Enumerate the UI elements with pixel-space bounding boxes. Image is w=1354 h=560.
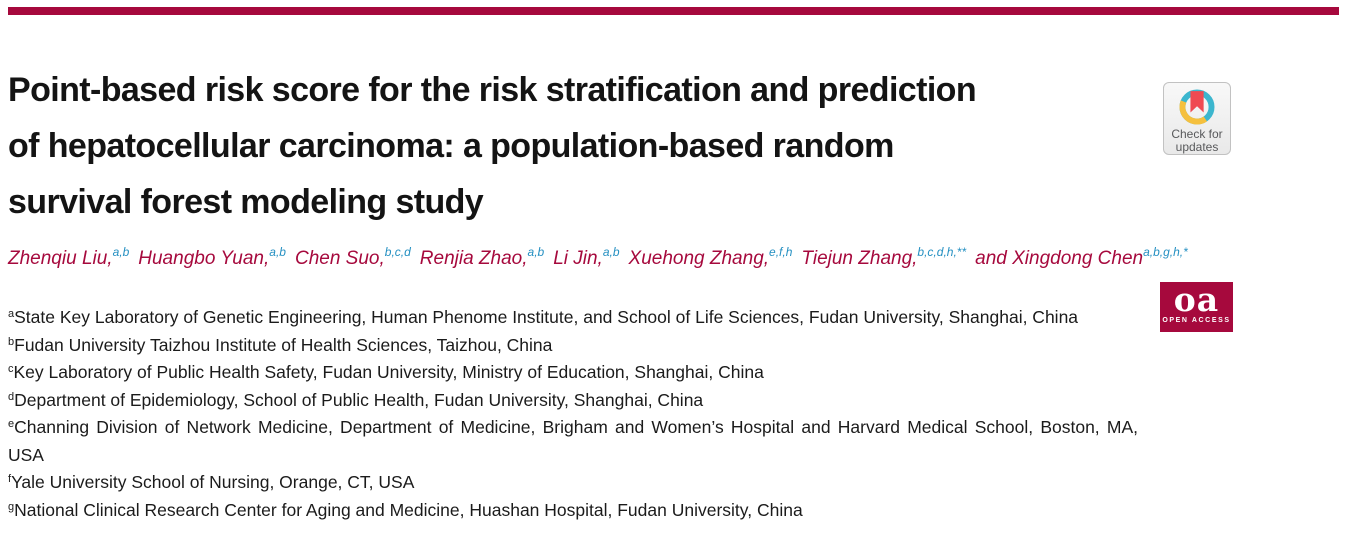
affiliation-item: aState Key Laboratory of Genetic Enginee…: [8, 304, 1138, 332]
title-line-3: survival forest modeling study: [8, 183, 484, 221]
open-access-badge: oa OPEN ACCESS: [1160, 282, 1233, 332]
author-affiliation-sup: a,b: [112, 244, 130, 259]
affiliation-text: Department of Epidemiology, School of Pu…: [14, 389, 704, 410]
author-name: Tiejun Zhang,: [801, 248, 918, 269]
open-access-label: OPEN ACCESS: [1162, 317, 1231, 324]
article-title: Point-based risk score for the risk stra…: [8, 62, 1153, 230]
author: Tiejun Zhang,b,c,d,h,**: [801, 244, 973, 269]
open-access-abbr: oa: [1173, 280, 1220, 319]
title-line-1: Point-based risk score for the risk stra…: [8, 71, 977, 109]
affiliation-sup: f: [8, 473, 12, 486]
author-name: and Xingdong Chen: [975, 248, 1144, 269]
author-affiliation-sup: b,c,d: [384, 244, 411, 259]
check-for-updates-label: Check for updates: [1171, 128, 1222, 154]
title-line-2: of hepatocellular carcinoma: a populatio…: [8, 127, 894, 165]
affiliation-text: Yale University School of Nursing, Orang…: [11, 472, 415, 492]
check-for-updates-badge[interactable]: Check for updates: [1163, 82, 1231, 155]
author-affiliation-sup: a,b: [527, 244, 545, 259]
author: Huangbo Yuan,a,b: [138, 244, 293, 269]
affiliation-text: Channing Division of Network Medicine, D…: [8, 417, 1138, 465]
author-list: Zhenqiu Liu,a,b Huangbo Yuan,a,b Chen Suo,…: [8, 244, 1208, 270]
affiliation-item: dDepartment of Epidemiology, School of P…: [8, 387, 1138, 415]
author-name: Li Jin,: [553, 248, 603, 269]
affiliation-sup: a: [8, 308, 15, 321]
affiliation-item: bFudan University Taizhou Institute of H…: [8, 332, 1138, 360]
affiliation-sup: e: [8, 418, 15, 431]
affiliation-item: cKey Laboratory of Public Health Safety,…: [8, 359, 1138, 387]
author-name: Zhenqiu Liu,: [8, 248, 113, 269]
affiliation-sup: g: [8, 500, 15, 513]
author-name: Huangbo Yuan,: [138, 248, 270, 269]
author-affiliation-sup: b,c,d,h,**: [917, 244, 967, 259]
affiliation-list: aState Key Laboratory of Genetic Enginee…: [8, 304, 1138, 524]
masthead-rule: [8, 7, 1339, 15]
author: Xuehong Zhang,e,f,h: [628, 244, 800, 269]
affiliation-sup: b: [8, 335, 15, 348]
author: Li Jin,a,b: [553, 244, 626, 269]
author: Renjia Zhao,a,b: [419, 244, 551, 269]
author-affiliation-sup: e,f,h: [769, 244, 793, 259]
affiliation-item: eChanning Division of Network Medicine, …: [8, 414, 1138, 469]
affiliation-text: State Key Laboratory of Genetic Engineer…: [14, 307, 1079, 327]
affiliation-item: gNational Clinical Research Center for A…: [8, 497, 1138, 525]
affiliation-sup: c: [8, 363, 14, 376]
affiliation-text: Fudan University Taizhou Institute of He…: [14, 334, 553, 355]
crossmark-icon: [1179, 89, 1215, 125]
author: and Xingdong Chena,b,g,h,*: [975, 244, 1188, 269]
check-for-updates-line2: updates: [1175, 140, 1219, 154]
check-for-updates-line1: Check for: [1171, 127, 1223, 141]
affiliation-item: fYale University School of Nursing, Oran…: [8, 469, 1138, 497]
author-affiliation-sup: a,b: [602, 244, 620, 259]
author-name: Chen Suo,: [294, 248, 385, 269]
affiliation-text: National Clinical Research Center for Ag…: [14, 499, 803, 520]
author-name: Renjia Zhao,: [419, 248, 528, 269]
author: Chen Suo,b,c,d: [294, 244, 418, 269]
author-name: Xuehong Zhang,: [628, 248, 770, 269]
affiliation-text: Key Laboratory of Public Health Safety, …: [13, 362, 764, 382]
author-affiliation-sup: a,b,g,h,*: [1143, 244, 1188, 259]
author-affiliation-sup: a,b: [269, 244, 286, 259]
author: Zhenqiu Liu,a,b: [8, 244, 136, 269]
affiliation-sup: d: [8, 390, 15, 403]
